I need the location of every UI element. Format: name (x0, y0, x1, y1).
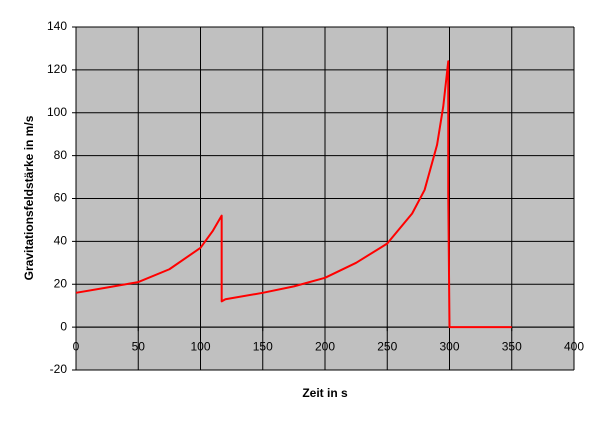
y-tick-label: 0 (60, 319, 67, 333)
x-tick-label: 300 (439, 339, 459, 353)
x-axis-title: Zeit in s (302, 386, 348, 400)
x-tick-label: 50 (132, 339, 146, 353)
y-axis-title: Gravitationsfeldstärke in m/s (22, 115, 36, 280)
x-tick-label: 100 (190, 339, 210, 353)
y-tick-label: 60 (54, 191, 68, 205)
x-tick-label: 150 (253, 339, 273, 353)
y-tick-label: 80 (54, 148, 68, 162)
y-tick-label: 100 (47, 105, 67, 119)
y-tick-label: 120 (47, 62, 67, 76)
y-tick-label: 140 (47, 19, 67, 33)
x-tick-label: 200 (315, 339, 335, 353)
y-tick-label: 20 (54, 276, 68, 290)
y-tick-label: -20 (50, 362, 68, 376)
x-tick-label: 400 (564, 339, 584, 353)
x-tick-label: 350 (502, 339, 522, 353)
y-tick-label: 40 (54, 234, 68, 248)
data-line (75, 60, 512, 329)
x-tick-label: 250 (377, 339, 397, 353)
